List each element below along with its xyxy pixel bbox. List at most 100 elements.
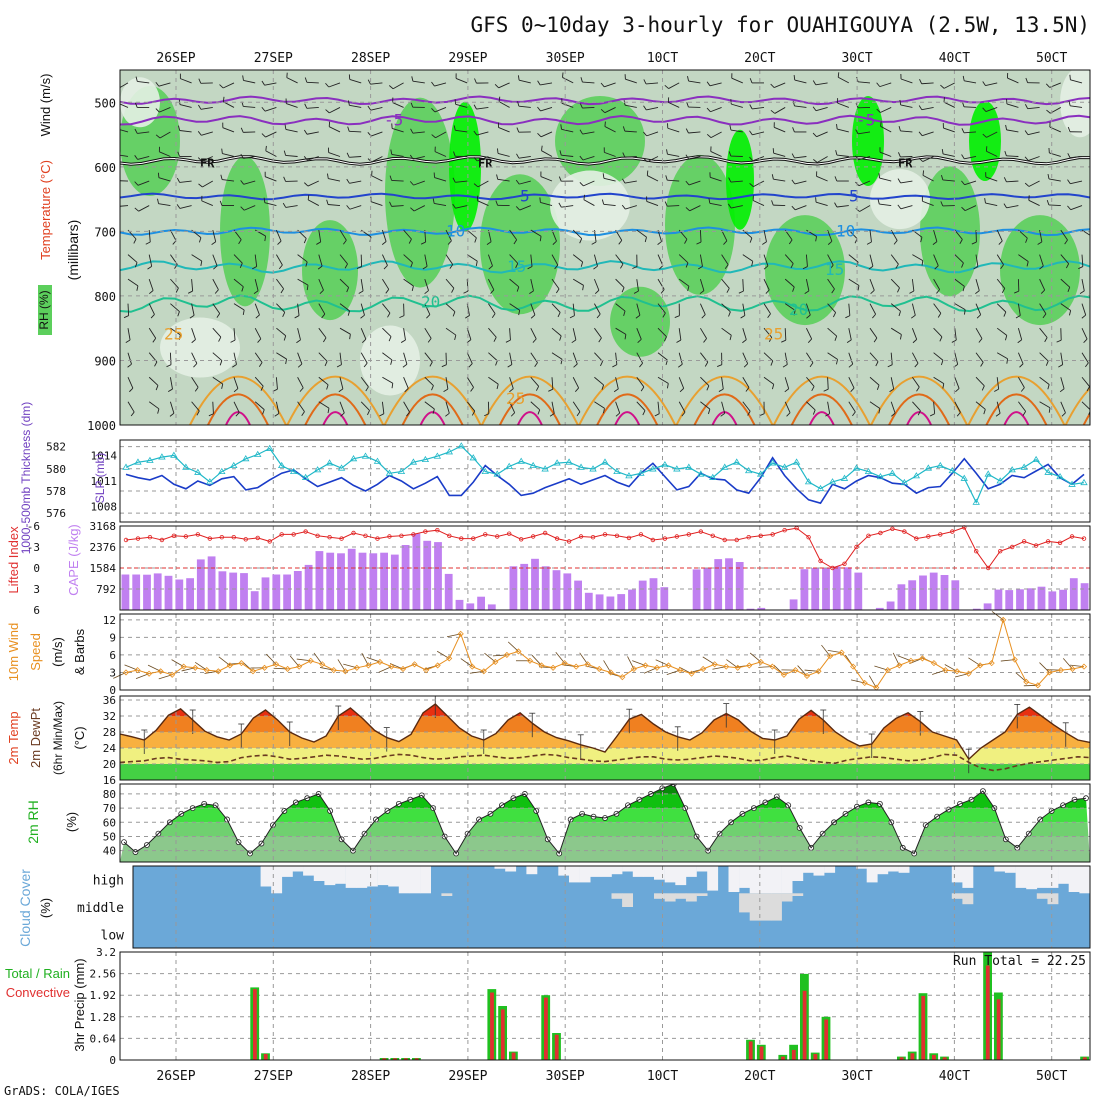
wind-speed-point <box>653 664 661 671</box>
wind-barb-flag <box>770 360 774 366</box>
rh-band <box>120 784 1090 794</box>
wind-barb-flag <box>232 364 237 368</box>
wind-barb-flag <box>213 265 218 270</box>
wind-barb-flag <box>495 200 499 206</box>
wind-barb <box>880 125 892 133</box>
wind-barb-flag <box>899 99 902 106</box>
wind-barb <box>1048 178 1061 182</box>
wind-barb <box>180 78 192 84</box>
wind-barb-flag <box>1079 290 1085 294</box>
wind-barb <box>869 230 872 243</box>
precip-convective-bar <box>544 997 548 1060</box>
cloud-cover-cell <box>420 866 431 894</box>
wind-barb-flag <box>898 152 901 158</box>
precip-convective-bar <box>500 1009 505 1060</box>
wind-barb <box>657 278 665 290</box>
wind-barb-flag <box>303 156 308 161</box>
axis-label-millibars: (millibars) <box>65 220 81 281</box>
wind-barb <box>127 377 134 389</box>
slp-point <box>565 458 573 465</box>
wind-barb <box>403 328 406 341</box>
wind-barb <box>370 201 383 206</box>
y-tick-label: 60 <box>103 816 116 829</box>
lifted-index-point <box>135 536 141 541</box>
wind-barb-flag <box>147 265 152 270</box>
slp-point <box>840 474 849 481</box>
wind-barb-flag <box>621 287 625 293</box>
wind-barb <box>551 303 561 313</box>
wind-barb <box>647 156 659 163</box>
wind-barb <box>286 103 298 108</box>
wind-barb-flag <box>410 207 415 212</box>
y-tick-label-left: 3 <box>33 583 40 596</box>
slp-point <box>972 498 980 505</box>
wind-barb <box>487 229 492 242</box>
wind-barb-flag <box>537 80 541 86</box>
wind-barb <box>349 104 362 108</box>
wind-barb <box>742 401 751 412</box>
wind-barb-flag <box>208 413 214 417</box>
wind-barb-flag <box>258 362 263 367</box>
wind-barb-flag <box>445 412 450 417</box>
slp-point <box>445 448 454 455</box>
wind-barb-10m <box>194 661 208 671</box>
wind-speed-point <box>526 657 534 664</box>
wind-barb <box>561 154 574 157</box>
cloud-cover-cell <box>707 866 719 891</box>
wind-barb-flag <box>516 127 520 133</box>
axis-label-temperature: Temperature (°C) <box>38 160 53 260</box>
wind-barb-flag <box>496 384 499 390</box>
wind-barb <box>954 401 961 413</box>
wind-barb <box>858 131 871 135</box>
precip-convective-bar <box>263 1053 268 1060</box>
wind-barb <box>233 328 236 341</box>
wind-barb <box>721 401 726 414</box>
slp-point <box>1044 468 1052 475</box>
wind-speed-point <box>226 662 233 669</box>
wind-barb <box>530 327 537 340</box>
isotherm-freezing-inner <box>120 156 1090 165</box>
wind-barb-flag <box>1067 153 1071 158</box>
wind-barb-10m <box>702 656 715 665</box>
isotherm-35 <box>808 411 835 425</box>
wind-barb-flag <box>473 157 478 162</box>
wind-barb-flag <box>239 263 243 268</box>
wind-barb <box>120 82 129 89</box>
wind-barb-flag <box>900 334 902 340</box>
cape-bar <box>940 575 949 610</box>
lifted-index-point <box>950 529 955 534</box>
wind-barb-flag <box>1004 335 1008 341</box>
wind-barb <box>1007 77 1019 84</box>
cloud-cover-cell <box>898 866 910 873</box>
wind-barb <box>1081 279 1085 291</box>
wind-speed-point <box>780 671 787 678</box>
wind-barb-flag <box>1024 182 1030 187</box>
wind-barb <box>509 254 519 264</box>
wind-barb <box>148 278 154 291</box>
cloud-cover-cell <box>771 866 782 894</box>
wind-barb <box>466 254 478 262</box>
wind-barb-flag <box>624 334 627 340</box>
wind-barb-flag <box>895 263 899 269</box>
wind-barb-flag <box>876 82 881 87</box>
slp-point <box>218 467 226 475</box>
wind-barb-flag <box>941 148 944 155</box>
axis-label-ms: (m/s) <box>50 637 65 667</box>
wind-barb-flag <box>600 361 603 367</box>
wind-barb <box>212 254 218 266</box>
wind-barb <box>963 106 977 108</box>
wind-barb <box>329 107 341 114</box>
cloud-cover-cell <box>664 893 676 902</box>
wind-barb <box>222 179 235 182</box>
cape-bar <box>563 573 572 610</box>
wind-barb-flag <box>1020 387 1025 392</box>
cloud-cover-cell <box>494 866 506 869</box>
wind-barb <box>120 154 129 157</box>
wind-barb <box>1060 401 1066 413</box>
wind-barb-flag <box>284 124 287 130</box>
wind-barb <box>604 107 616 114</box>
wind-barb <box>318 254 323 267</box>
wind-barb <box>975 279 980 291</box>
wind-barb <box>1017 328 1023 340</box>
wind-barb <box>636 401 646 411</box>
